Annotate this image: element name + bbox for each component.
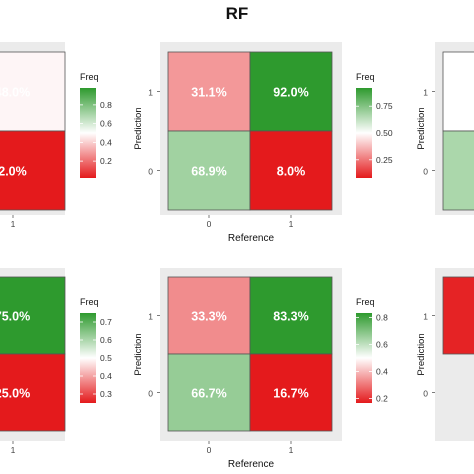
heatmap-tile: [249, 353, 333, 432]
tile-value-label: 31.1%: [191, 86, 226, 100]
legend-title: Freq: [356, 297, 375, 307]
heatmap-tile: [167, 353, 251, 432]
legend-tick-label: 0.2: [376, 394, 388, 404]
heatmap-tile: [249, 276, 333, 355]
legend-title: Freq: [356, 72, 375, 82]
tile-value-label: 8.0%: [277, 165, 306, 179]
x-tick-label: 1: [289, 219, 294, 229]
legend-colorbar: [356, 88, 372, 178]
x-tick-label: 1: [11, 445, 16, 455]
tile-value-label: 2.0%: [0, 165, 27, 179]
tile-value-label: 33.3%: [191, 310, 226, 324]
y-axis-label: Prediction: [133, 333, 144, 375]
legend-tick-label: 0.4: [100, 137, 112, 147]
legend-tick-label: 0.4: [100, 371, 112, 381]
legend-colorbar: [80, 88, 96, 178]
x-tick-label: 1: [289, 445, 294, 455]
confusion-panel-3: 1 0 Prediction: [416, 42, 474, 215]
heatmap-tile: [167, 130, 251, 211]
y-tick-label: 0: [148, 167, 153, 177]
confusion-panel-5: 33.3% 83.3% 66.7% 16.7% 1 0 Prediction 0 1 Refere…: [133, 268, 388, 470]
legend-colorbar: [356, 313, 372, 403]
heatmap-tile: [442, 276, 474, 355]
legend-tick-label: 0.6: [100, 119, 112, 129]
legend-title: Freq: [80, 72, 99, 82]
tile-value-label: 66.7%: [191, 387, 226, 401]
legend-colorbar: [80, 313, 96, 403]
tile-value-label: 16.7%: [273, 387, 308, 401]
tile-value-label: 92.0%: [273, 86, 308, 100]
heatmap-tile: [0, 276, 66, 355]
heatmap-tile: [0, 130, 66, 211]
tile-value-label: 75.0%: [0, 310, 30, 324]
legend-tick-label: 0.75: [376, 101, 393, 111]
y-axis-label: Prediction: [416, 333, 427, 375]
legend-tick-label: 0.50: [376, 128, 393, 138]
y-tick-label: 1: [423, 312, 428, 322]
legend-tick-label: 0.5: [100, 353, 112, 363]
heatmap-tile: [249, 130, 333, 211]
x-tick-label: 0: [207, 219, 212, 229]
y-tick-label: 1: [423, 88, 428, 98]
confusion-panel-2: 31.1% 92.0% 68.9% 8.0% 1 0 Prediction 0 1 Referen…: [133, 42, 393, 244]
heatmap-tile: [249, 51, 333, 132]
x-axis-label: Reference: [228, 459, 275, 470]
y-tick-label: 0: [423, 389, 428, 399]
legend-tick-label: 0.6: [100, 335, 112, 345]
tile-value-label: 83.3%: [273, 310, 308, 324]
legend-tick-label: 0.8: [376, 312, 388, 322]
legend-tick-label: 0.25: [376, 155, 393, 165]
tile-value-label: 25.0%: [0, 387, 30, 401]
x-axis-label: Reference: [228, 233, 275, 244]
legend-tick-label: 0.7: [100, 317, 112, 327]
confusion-panel-1: 48.0% 2.0% 1 Freq 0.8 0.6 0.4 0.2: [0, 42, 112, 229]
x-tick-label: 0: [207, 445, 212, 455]
tile-value-label: 68.9%: [191, 165, 226, 179]
y-tick-label: 0: [423, 167, 428, 177]
y-tick-label: 1: [148, 312, 153, 322]
heatmap-tile: [442, 51, 474, 132]
legend-title: Freq: [80, 297, 99, 307]
heatmap-tile: [0, 353, 66, 432]
page-title: RF: [225, 4, 249, 23]
y-axis-label: Prediction: [133, 107, 144, 149]
legend-tick-label: 0.6: [376, 339, 388, 349]
y-tick-label: 1: [148, 88, 153, 98]
legend-tick-label: 0.2: [100, 156, 112, 166]
x-tick-label: 1: [11, 219, 16, 229]
y-tick-label: 0: [148, 389, 153, 399]
confusion-panel-6: 1 0 Prediction: [416, 268, 474, 441]
legend-tick-label: 0.3: [100, 389, 112, 399]
heatmap-tile: [167, 276, 251, 355]
legend-tick-label: 0.4: [376, 367, 388, 377]
legend-tick-label: 0.8: [100, 100, 112, 110]
y-axis-label: Prediction: [416, 107, 427, 149]
heatmap-tile: [0, 51, 66, 132]
tile-value-label: 48.0%: [0, 86, 30, 100]
heatmap-tile: [442, 130, 474, 211]
